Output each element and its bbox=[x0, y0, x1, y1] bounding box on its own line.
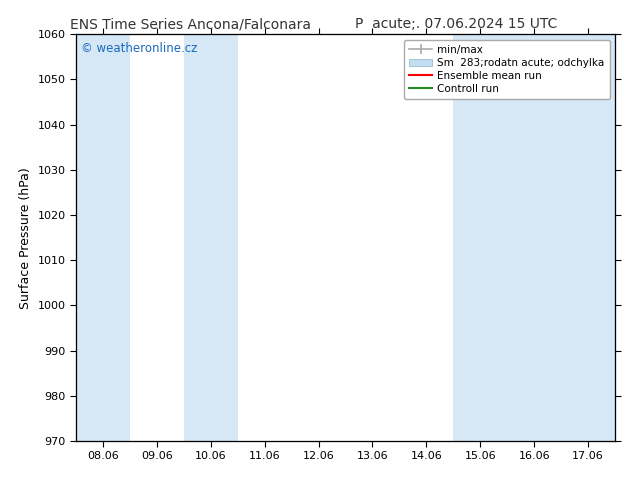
Y-axis label: Surface Pressure (hPa): Surface Pressure (hPa) bbox=[19, 167, 32, 309]
Bar bbox=[453, 34, 507, 441]
Bar bbox=[561, 34, 615, 441]
Legend: min/max, Sm  283;rodatn acute; odchylka, Ensemble mean run, Controll run: min/max, Sm 283;rodatn acute; odchylka, … bbox=[404, 40, 610, 99]
Bar bbox=[76, 34, 130, 441]
Bar bbox=[184, 34, 238, 441]
Text: P  acute;. 07.06.2024 15 UTC: P acute;. 07.06.2024 15 UTC bbox=[355, 17, 558, 31]
Bar bbox=[507, 34, 561, 441]
Text: © weatheronline.cz: © weatheronline.cz bbox=[81, 43, 198, 55]
Text: ENS Time Series Ancona/Falconara: ENS Time Series Ancona/Falconara bbox=[70, 17, 311, 31]
